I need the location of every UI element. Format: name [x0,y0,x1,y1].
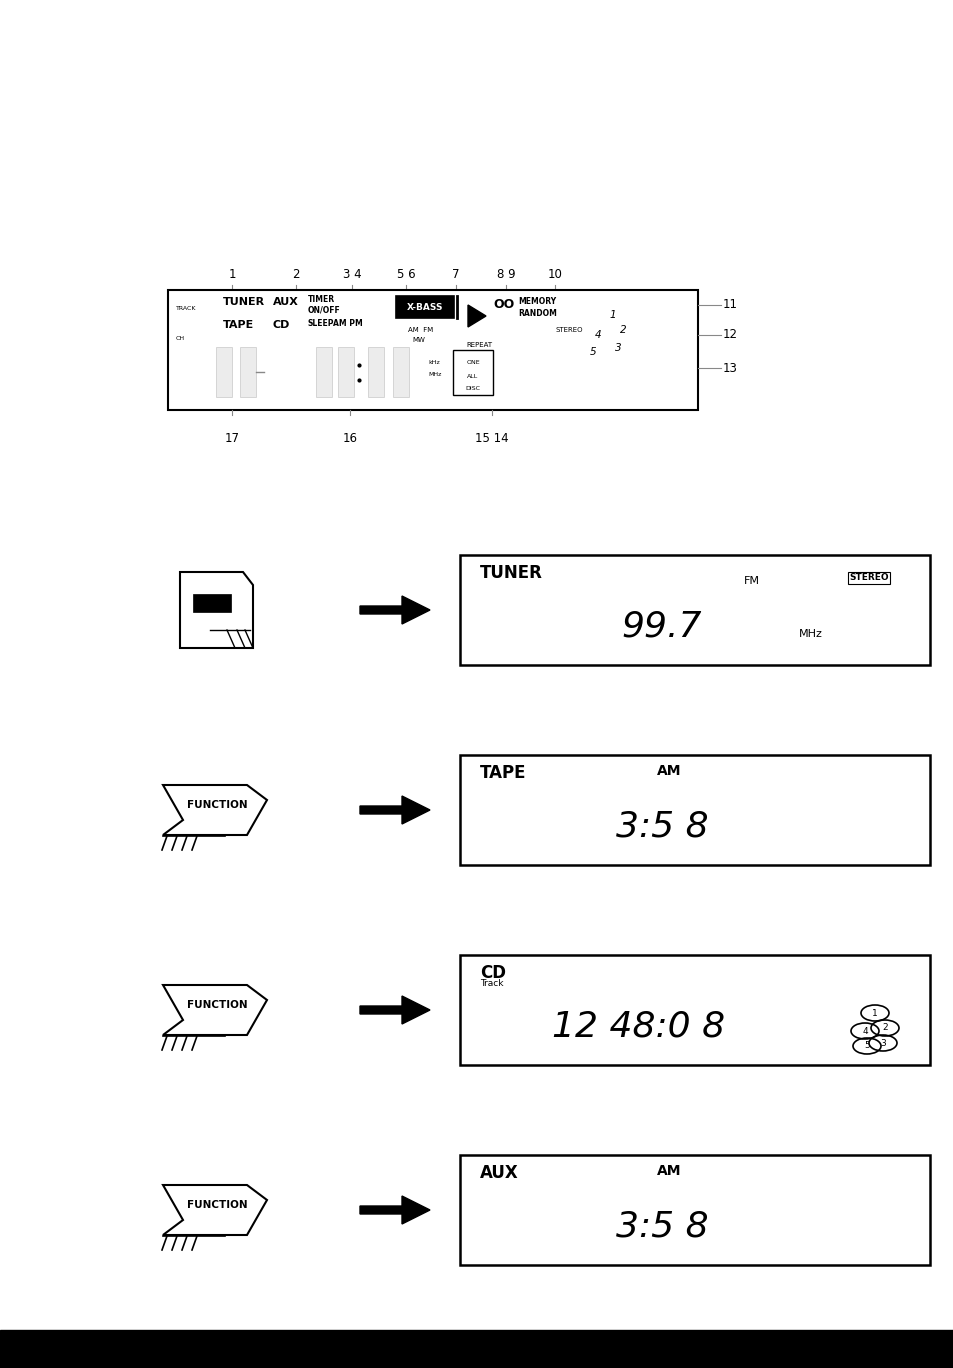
Polygon shape [359,1196,430,1224]
Text: STEREO: STEREO [556,327,583,332]
Text: 1: 1 [609,311,616,320]
Text: TUNER: TUNER [479,564,542,581]
Polygon shape [359,796,430,824]
Bar [459,755,929,865]
Text: ON/OFF: ON/OFF [308,305,340,315]
Bar [459,1155,929,1265]
Text: 10: 10 [547,268,562,280]
Bar [168,290,698,410]
Bar [215,347,232,397]
Text: 8 9: 8 9 [497,268,515,280]
Polygon shape [359,996,430,1025]
Polygon shape [359,596,430,624]
Text: AUX: AUX [273,297,298,306]
Text: OO: OO [493,298,514,312]
Text: CH: CH [175,335,185,341]
Text: AUX: AUX [479,1164,518,1182]
Bar [393,347,409,397]
Text: 2: 2 [619,326,626,335]
Text: 5: 5 [863,1041,869,1051]
Text: CD: CD [273,320,290,330]
Text: TRACK: TRACK [175,305,196,311]
Text: MEMORY: MEMORY [517,297,556,306]
Text: X-BASS: X-BASS [406,302,443,312]
Text: TAPE: TAPE [223,320,254,330]
Text: TAPE: TAPE [479,763,526,782]
Text: 4: 4 [862,1026,867,1036]
Text: ALL: ALL [467,373,478,379]
Bar [315,347,332,397]
Text: 3 4: 3 4 [342,268,361,280]
Polygon shape [468,305,485,327]
Text: 1: 1 [228,268,235,280]
Bar [459,955,929,1066]
Text: 12 48:0 8: 12 48:0 8 [552,1010,724,1044]
Text: 3: 3 [880,1038,885,1048]
Bar [453,350,493,395]
Text: 4: 4 [594,330,600,341]
Text: DISC: DISC [465,387,480,391]
Text: FUNCTION: FUNCTION [187,1000,247,1010]
Text: AM PM: AM PM [333,319,362,327]
Text: 5: 5 [589,347,596,357]
Text: SLEEP: SLEEP [308,319,335,327]
Text: 11: 11 [722,298,738,312]
Text: Track: Track [479,978,503,988]
Text: 5 6: 5 6 [396,268,415,280]
Text: 12: 12 [722,328,738,342]
Bar [395,295,454,317]
Text: TIMER: TIMER [308,295,335,305]
Text: AM  FM: AM FM [408,327,433,332]
Text: 3: 3 [614,343,620,353]
Text: 2: 2 [882,1023,887,1033]
Text: 3:5 8: 3:5 8 [615,1209,708,1244]
Text: MHz: MHz [428,372,441,378]
Text: ONE: ONE [466,361,479,365]
Text: FUNCTION: FUNCTION [187,1200,247,1211]
Text: 13: 13 [722,361,737,375]
Text: RANDOM: RANDOM [517,309,557,319]
Text: 2: 2 [292,268,299,280]
Bar [240,347,255,397]
Text: AM: AM [657,763,681,778]
Text: FM: FM [742,576,759,586]
Text: TUNER: TUNER [223,297,265,306]
Bar [337,347,354,397]
Text: AM: AM [657,1164,681,1178]
Text: 15 14: 15 14 [475,432,508,445]
Bar [459,555,929,665]
Text: 3:5 8: 3:5 8 [615,810,708,844]
Text: MHz: MHz [798,629,821,639]
Bar [368,347,384,397]
Text: CD: CD [479,964,505,982]
Text: kHz: kHz [428,361,439,365]
Text: STEREO: STEREO [848,573,888,583]
Text: FUNCTION: FUNCTION [187,800,247,810]
Text: 7: 7 [452,268,459,280]
Bar [0,1330,953,1368]
Text: 99.7: 99.7 [621,610,701,643]
Bar [193,594,231,611]
Text: 17: 17 [224,432,239,445]
Text: MW: MW [412,337,424,343]
Text: REPEAT: REPEAT [465,342,492,347]
Text: 1: 1 [871,1008,877,1018]
Text: 16: 16 [342,432,357,445]
